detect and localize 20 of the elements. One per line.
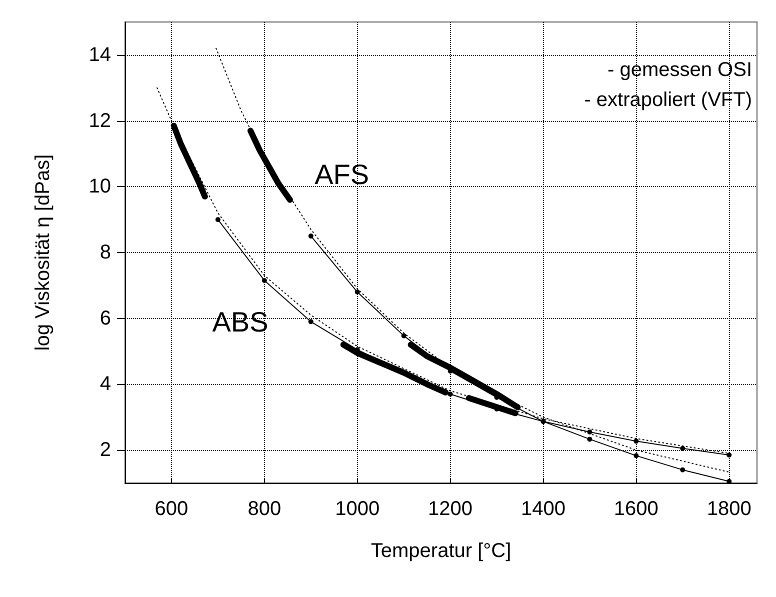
y-tick-label: 10 [88, 176, 111, 198]
y-tick-label: 12 [88, 110, 111, 132]
y-tick-label: 4 [100, 373, 111, 396]
annotation: AFS [314, 158, 370, 190]
x-tick-label: 1800 [706, 498, 752, 520]
x-tick-label: 600 [154, 498, 188, 520]
x-tick-label: 1400 [520, 498, 566, 520]
x-tick-label: 1600 [614, 498, 658, 520]
y-tick-label: 2 [100, 439, 111, 462]
y-tick-label: 6 [100, 307, 111, 330]
y-tick-label: 14 [88, 44, 111, 66]
annotation: ABS [212, 306, 268, 338]
annotation: - extrapoliert (VFT) [584, 89, 752, 111]
x-axis-title: Temperatur [°C] [370, 540, 512, 562]
x-tick-label: 1000 [335, 498, 380, 520]
annotation: - gemessen OSI [608, 59, 752, 81]
x-tick-label: 1200 [428, 498, 473, 520]
x-tick-label: 800 [248, 498, 282, 520]
y-axis-title: log Viskosität η [dPas] [32, 154, 54, 351]
y-tick-label: 8 [100, 242, 111, 264]
